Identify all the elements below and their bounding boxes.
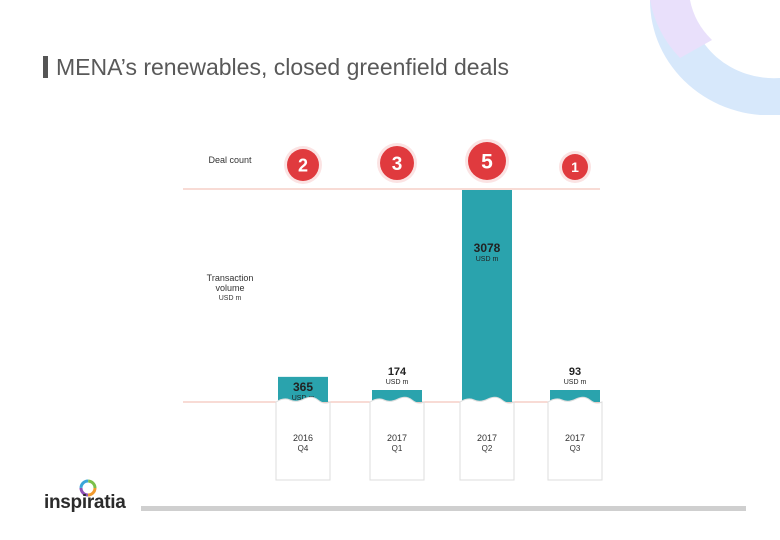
inspiratia-logo-text: inspiratia: [44, 492, 126, 513]
slide-title: MENA’s renewables, closed greenfield dea…: [56, 54, 510, 80]
deal-count-value: 3: [392, 154, 403, 175]
bar-value-unit: USD m: [476, 256, 499, 263]
category-card: [369, 396, 425, 481]
bar-value-unit: USD m: [386, 379, 409, 386]
category-year-label: 2016: [293, 433, 313, 443]
deal-count-bubble: [562, 154, 588, 180]
footer-rule: [141, 506, 746, 511]
bar-value-label: 174: [388, 366, 407, 378]
deal-count-bubble: [287, 149, 319, 181]
inspiratia-logo-mark: [79, 479, 97, 497]
bar-value-unit: USD m: [564, 379, 587, 386]
category-quarter-label: Q4: [298, 444, 309, 453]
deal-count-bubble: [468, 142, 506, 180]
volume-row-label-unit: USD m: [219, 295, 242, 302]
category-year-label: 2017: [477, 433, 497, 443]
bar-value-label: 3078: [474, 241, 501, 255]
category-year-label: 2017: [387, 433, 407, 443]
volume-bar: [278, 376, 328, 402]
category-card: [459, 396, 515, 481]
bar-value-label: 365: [293, 380, 313, 394]
bar-value-unit: USD m: [292, 395, 315, 402]
bar-value-label: 93: [569, 366, 581, 378]
deal-count-value: 5: [481, 151, 493, 174]
volume-row-label-line1: Transaction: [207, 273, 254, 283]
title-accent-bar: [43, 56, 48, 78]
deal-count-row-label: Deal count: [208, 155, 252, 165]
volume-row-label-line2: volume: [215, 283, 244, 293]
decorative-arc: [650, 0, 780, 115]
category-card: [547, 396, 603, 481]
volume-bar: [462, 190, 512, 402]
category-quarter-label: Q3: [570, 444, 581, 453]
deal-count-bubble: [380, 146, 414, 180]
deal-count-value: 2: [298, 155, 308, 175]
category-year-label: 2017: [565, 433, 585, 443]
category-card: [275, 396, 331, 481]
category-quarter-label: Q1: [392, 444, 403, 453]
deal-count-value: 1: [571, 159, 579, 175]
category-quarter-label: Q2: [482, 444, 493, 453]
